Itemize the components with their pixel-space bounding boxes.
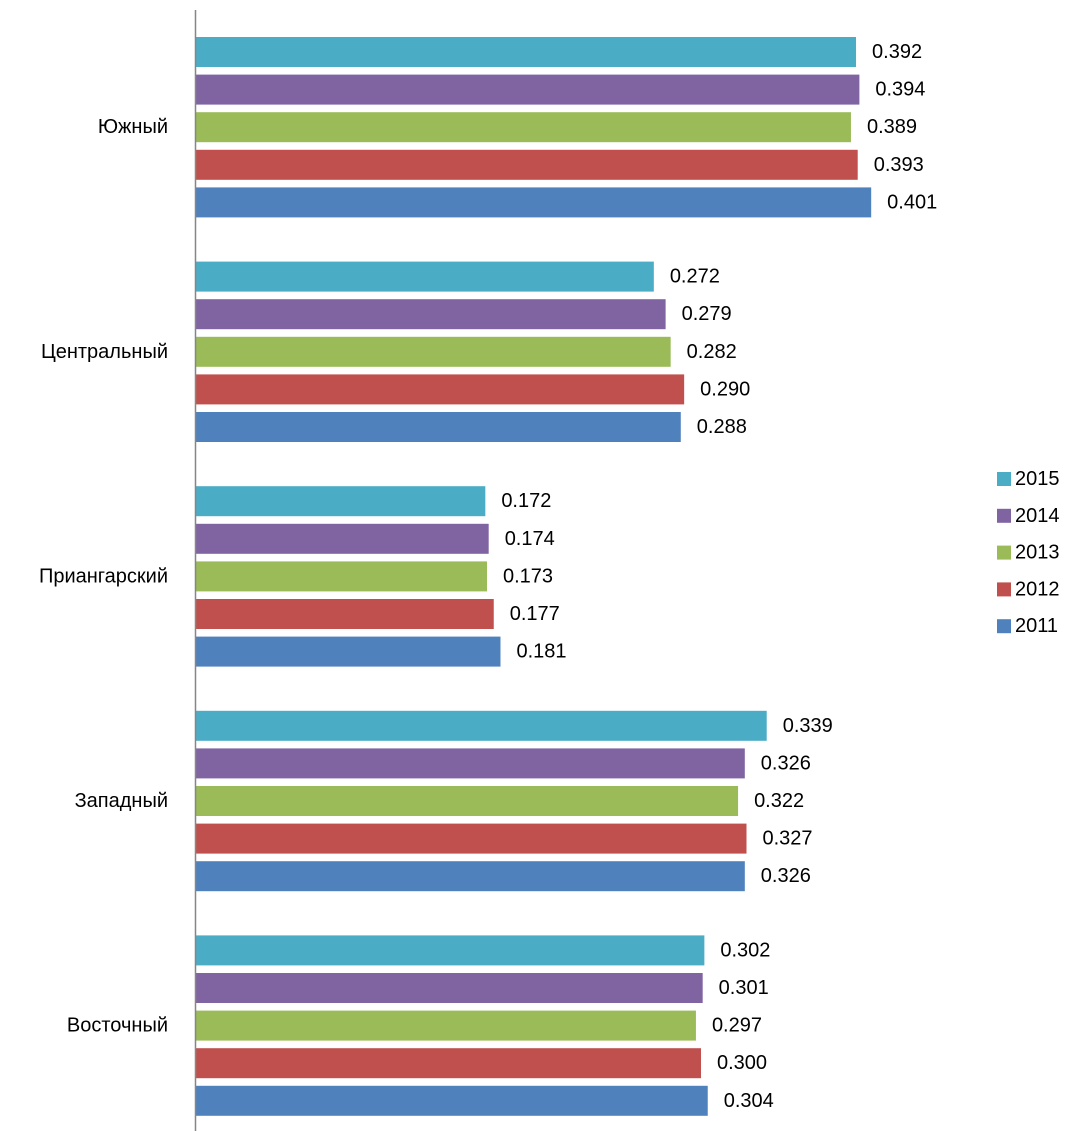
bar-4-2014: [195, 748, 745, 779]
legend-swatch-2012: [997, 582, 1011, 597]
bar-2-2012: [195, 374, 685, 405]
bar-3-2013: [195, 561, 488, 592]
bar-4-2011: [195, 861, 745, 892]
value-label-3-2011: 0.181: [516, 641, 566, 663]
legend-label-2015: 2015: [1015, 468, 1060, 490]
legend-label-2011: 2011: [1015, 615, 1058, 637]
legend-swatch-2011: [997, 619, 1011, 634]
value-label-5-2014: 0.301: [719, 977, 769, 999]
bar-1-2015: [195, 37, 857, 67]
legend-label-2014: 2014: [1015, 505, 1060, 527]
value-label-5-2011: 0.304: [724, 1090, 774, 1112]
legend-label-2013: 2013: [1015, 542, 1060, 564]
legend-swatch-2013: [997, 545, 1011, 560]
bar-1-2011: [195, 187, 872, 218]
legend-swatch-2014: [997, 508, 1011, 523]
legend-label-2012: 2012: [1015, 578, 1060, 600]
bar-4-2015: [195, 710, 767, 741]
value-label-2-2011: 0.288: [697, 416, 747, 438]
category-label-1: Южный: [98, 116, 168, 138]
category-label-3: Приангарский: [39, 565, 168, 587]
value-label-2-2012: 0.290: [700, 378, 750, 400]
bar-5-2012: [195, 1048, 701, 1079]
bar-5-2013: [195, 1010, 696, 1041]
value-label-4-2011: 0.326: [761, 865, 811, 887]
bar-2-2014: [195, 299, 666, 330]
bar-2-2011: [195, 412, 681, 442]
bars-layer: [195, 37, 872, 1116]
value-label-2-2015: 0.272: [670, 266, 720, 288]
value-label-3-2015: 0.172: [501, 490, 551, 512]
value-label-2-2013: 0.282: [687, 341, 737, 363]
bar-2-2013: [195, 336, 671, 367]
value-label-1-2012: 0.393: [874, 154, 924, 176]
value-label-5-2013: 0.297: [712, 1015, 762, 1037]
value-label-1-2014: 0.394: [875, 79, 925, 101]
value-label-5-2015: 0.302: [720, 939, 770, 961]
value-label-5-2012: 0.300: [717, 1052, 767, 1074]
value-labels-layer: 0.392 0.394 0.389 0.393 0.401 0.272 0.279 0.282…: [501, 41, 937, 1112]
category-labels-layer: Южный Центральный Приангарский Западный Вост…: [39, 116, 168, 1036]
bar-4-2012: [195, 823, 747, 854]
bar-1-2014: [195, 74, 860, 105]
bar-3-2014: [195, 523, 489, 554]
category-label-5: Восточный: [67, 1015, 168, 1037]
bar-4-2013: [195, 786, 739, 816]
category-label-4: Западный: [75, 790, 168, 812]
bar-5-2015: [195, 935, 705, 966]
value-label-4-2013: 0.322: [754, 790, 804, 812]
value-label-4-2015: 0.339: [783, 715, 833, 737]
bar-1-2012: [195, 149, 858, 180]
value-label-4-2012: 0.327: [762, 828, 812, 850]
value-label-2-2014: 0.279: [682, 303, 732, 325]
bar-2-2015: [195, 261, 654, 292]
value-label-1-2011: 0.401: [887, 191, 937, 213]
value-label-3-2012: 0.177: [510, 603, 560, 625]
bar-1-2013: [195, 112, 851, 143]
value-label-3-2014: 0.174: [505, 528, 555, 550]
bar-3-2011: [195, 636, 501, 667]
value-label-4-2014: 0.326: [761, 752, 811, 774]
legend: 2015 2014 2013 2012 2011: [997, 468, 1060, 637]
bar-5-2014: [195, 973, 703, 1003]
bar-3-2015: [195, 486, 486, 517]
value-label-1-2013: 0.389: [867, 116, 917, 138]
value-label-1-2015: 0.392: [872, 41, 922, 63]
value-label-3-2013: 0.173: [503, 565, 553, 587]
legend-swatch-2015: [997, 472, 1011, 486]
bar-5-2011: [195, 1085, 708, 1116]
category-label-2: Центральный: [41, 341, 168, 363]
bar-3-2012: [195, 599, 494, 629]
